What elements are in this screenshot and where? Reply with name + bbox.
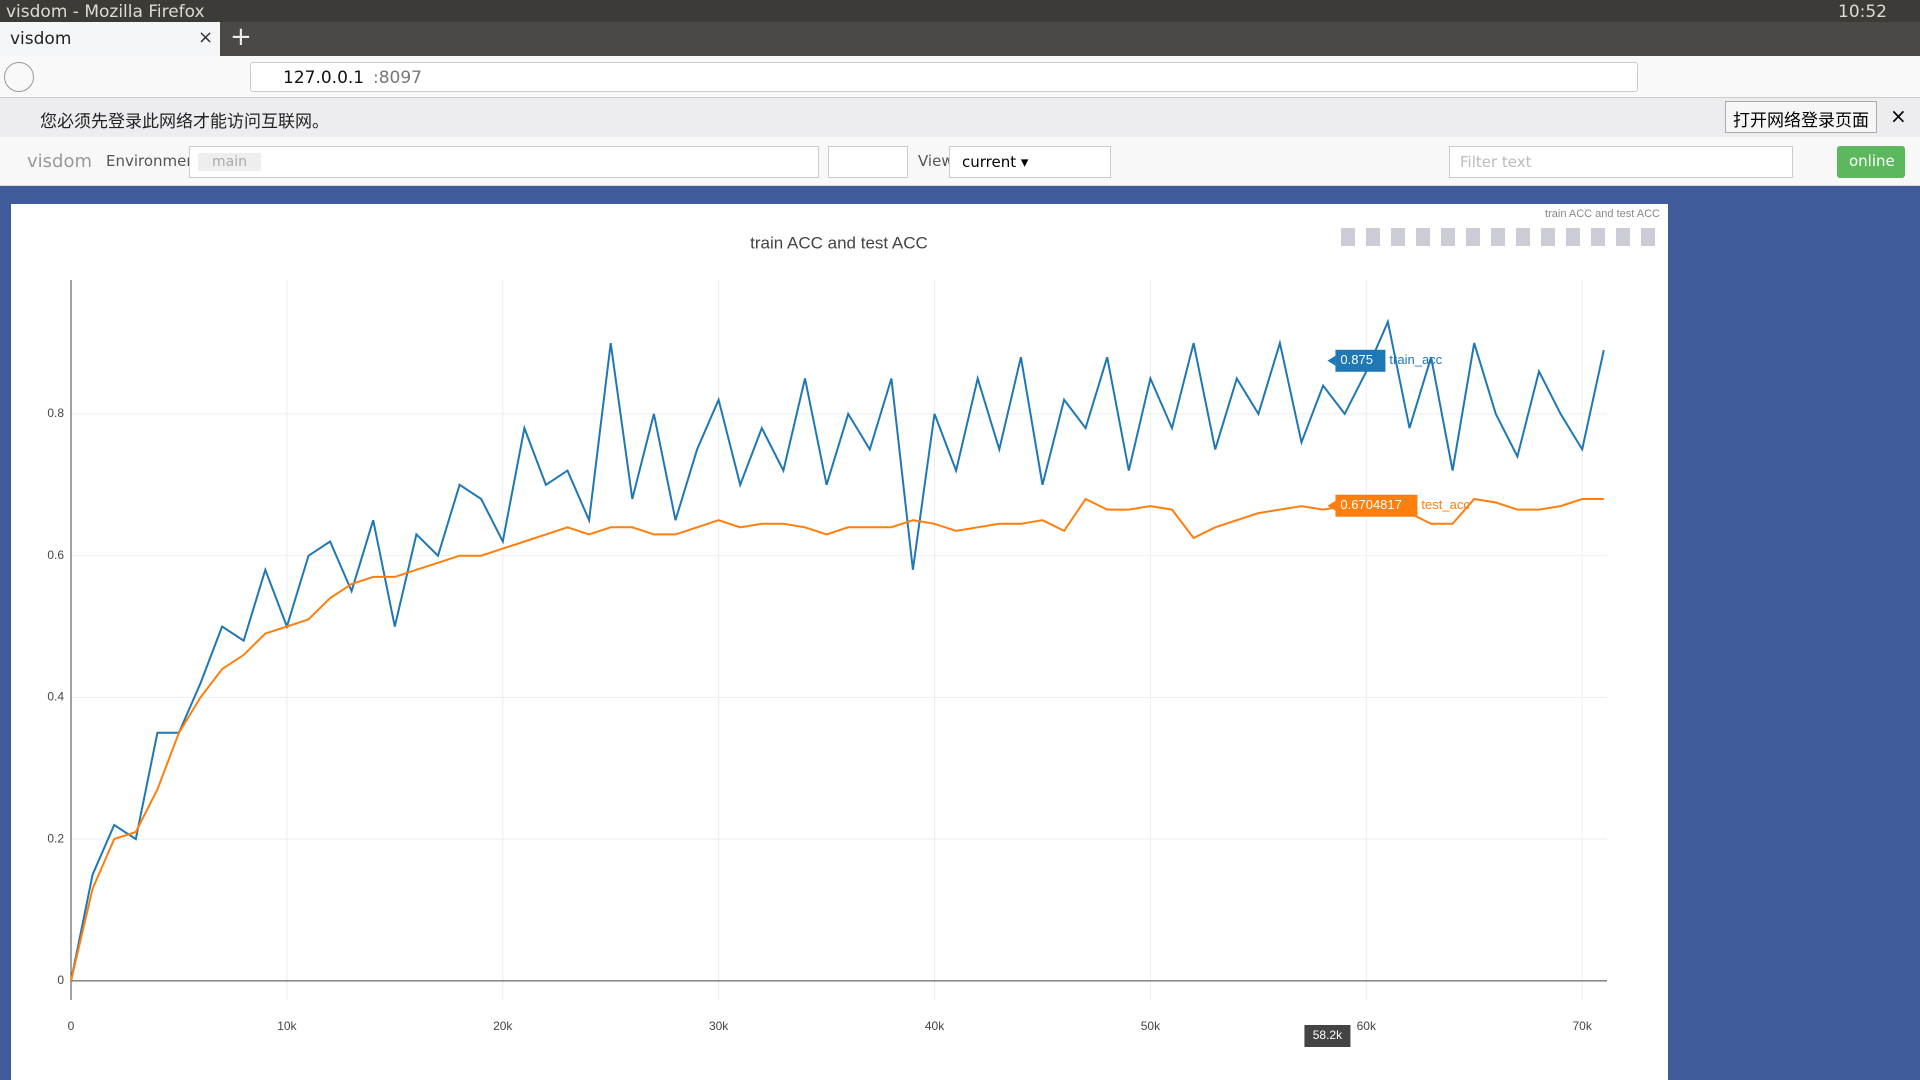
- y-tick-label: 0: [57, 973, 64, 987]
- visdom-toolbar: visdom Environment main View current ▾ F…: [0, 137, 1920, 186]
- view-label: View: [918, 152, 954, 170]
- notification-bar: 您必须先登录此网络才能访问互联网。 打开网络登录页面 ×: [0, 98, 1920, 137]
- x-tick-label: 60k: [1357, 1019, 1377, 1033]
- filter-input[interactable]: Filter text: [1449, 146, 1793, 178]
- hover-x-box: [1304, 1025, 1351, 1047]
- os-bar: visdom - Mozilla Firefox 10:52: [0, 0, 1920, 22]
- tab-close[interactable]: ×: [198, 27, 214, 48]
- hover-series: test_acc: [1421, 497, 1470, 512]
- x-tick-label: 40k: [925, 1019, 945, 1033]
- tab-title: visdom: [10, 29, 72, 49]
- x-tick-label: 30k: [709, 1019, 729, 1033]
- hover-arrow: [1327, 500, 1336, 511]
- x-tick-label: 20k: [493, 1019, 513, 1033]
- x-tick-label: 0: [68, 1019, 75, 1033]
- x-tick-label: 70k: [1572, 1019, 1592, 1033]
- y-tick-label: 0.8: [47, 406, 64, 420]
- online-status[interactable]: online: [1837, 146, 1905, 178]
- x-tick-label: 10k: [277, 1019, 297, 1033]
- view-select[interactable]: current ▾: [949, 146, 1111, 178]
- env-label: Environment: [106, 152, 202, 170]
- series-line: [70, 318, 1605, 982]
- back-button[interactable]: [4, 62, 34, 92]
- modebar[interactable]: [1341, 228, 1659, 246]
- hover-x-label: 58.2k: [1313, 1028, 1343, 1042]
- notification-text: 您必须先登录此网络才能访问互联网。: [40, 112, 329, 132]
- hover-series: train_acc: [1389, 352, 1442, 367]
- env-select[interactable]: main: [189, 146, 819, 178]
- tab-bar: visdom × +: [0, 22, 1920, 56]
- tab[interactable]: visdom ×: [0, 22, 220, 56]
- hover-value: 0.6704817: [1340, 497, 1401, 512]
- hover-box: [1335, 494, 1418, 517]
- brand: visdom: [27, 151, 93, 172]
- env-buttons[interactable]: [828, 146, 908, 178]
- view-value: current: [962, 153, 1017, 171]
- new-tab[interactable]: +: [230, 22, 252, 52]
- hover-arrow: [1327, 355, 1336, 366]
- url-host: 127.0.0.1: [283, 68, 365, 88]
- y-tick-label: 0.2: [47, 831, 64, 845]
- chart-title: train ACC and test ACC: [750, 233, 928, 252]
- hover-value: 0.875: [1340, 352, 1373, 367]
- hover-box: [1335, 349, 1386, 372]
- url-port: :8097: [373, 68, 422, 88]
- login-button[interactable]: 打开网络登录页面: [1725, 101, 1877, 133]
- series-line: [70, 497, 1604, 982]
- close-notification[interactable]: ×: [1890, 104, 1907, 128]
- panel-title: train ACC and test ACC: [1545, 208, 1660, 220]
- clock: 10:52: [1838, 2, 1887, 22]
- url-bar[interactable]: 127.0.0.1 :8097: [250, 62, 1638, 92]
- x-tick-label: 50k: [1141, 1019, 1161, 1033]
- y-tick-label: 0.6: [47, 548, 64, 562]
- env-chip: main: [198, 153, 261, 171]
- nav-bar: 127.0.0.1 :8097: [0, 56, 1920, 98]
- window-title: visdom - Mozilla Firefox: [6, 2, 205, 22]
- y-tick-label: 0.4: [47, 690, 64, 704]
